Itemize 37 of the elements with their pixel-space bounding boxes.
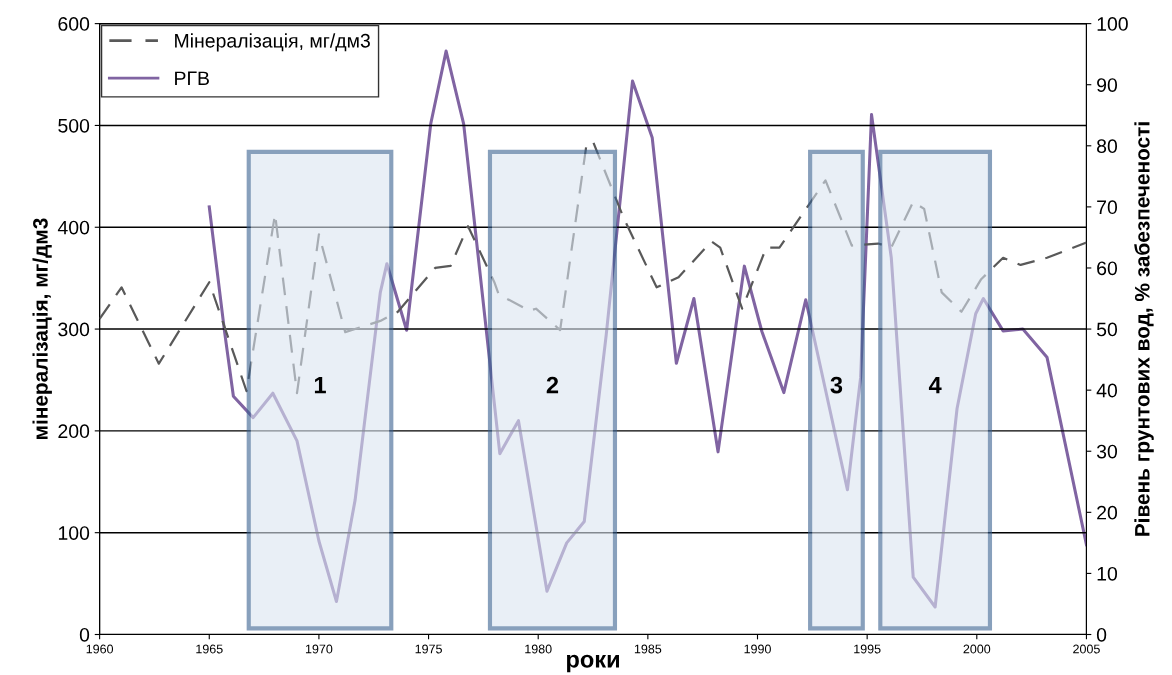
legend-label: Мінералізація, мг/дм3 bbox=[175, 33, 370, 52]
band-label: 4 bbox=[928, 376, 942, 394]
band-label: 2 bbox=[546, 376, 559, 394]
y2-tick-label: 70 bbox=[1097, 200, 1118, 215]
y-tick-label: 0 bbox=[79, 627, 90, 642]
x-tick-label: 1995 bbox=[854, 644, 881, 654]
y-tick-label: 500 bbox=[58, 118, 90, 133]
y-tick-label: 600 bbox=[58, 17, 90, 31]
x-tick-label: 1975 bbox=[415, 644, 442, 654]
y2-tick-label: 0 bbox=[1096, 627, 1107, 642]
y-tick-label: 200 bbox=[58, 424, 90, 439]
x-tick-label: 1980 bbox=[525, 644, 552, 654]
x-tick-label: 1990 bbox=[744, 644, 771, 654]
y2-tick-label: 60 bbox=[1097, 261, 1118, 276]
y2-tick-label: 10 bbox=[1097, 566, 1118, 581]
x-tick-label: 1960 bbox=[86, 644, 114, 654]
legend-label: РГВ bbox=[175, 71, 209, 86]
x-tick-label: 2005 bbox=[1073, 644, 1100, 654]
y2-tick-label: 90 bbox=[1097, 78, 1118, 92]
y2-tick-label: 30 bbox=[1096, 444, 1118, 459]
band-label: 3 bbox=[830, 376, 843, 394]
x-tick-label: 1965 bbox=[196, 644, 223, 654]
y2-tick-label: 20 bbox=[1097, 505, 1118, 520]
y-tick-label: 400 bbox=[57, 220, 90, 235]
y-axis-title: мінералізація, мг/дм3 bbox=[32, 218, 52, 439]
x-tick-label: 2000 bbox=[963, 644, 991, 654]
y-tick-label: 100 bbox=[58, 526, 90, 540]
y2-tick-label: 40 bbox=[1096, 383, 1118, 398]
y2-tick-label: 80 bbox=[1097, 139, 1118, 154]
y-tick-label: 300 bbox=[58, 322, 90, 337]
y2-tick-label: 100 bbox=[1097, 17, 1128, 31]
x-tick-label: 1970 bbox=[305, 644, 333, 654]
x-tick-label: 1985 bbox=[634, 644, 662, 654]
y2-tick-label: 50 bbox=[1096, 322, 1118, 337]
x-axis-title: роки bbox=[567, 654, 619, 673]
y2-axis-title: Рівень грунтових вод, % забезпеченості bbox=[1134, 122, 1154, 536]
band-label: 1 bbox=[314, 376, 326, 394]
